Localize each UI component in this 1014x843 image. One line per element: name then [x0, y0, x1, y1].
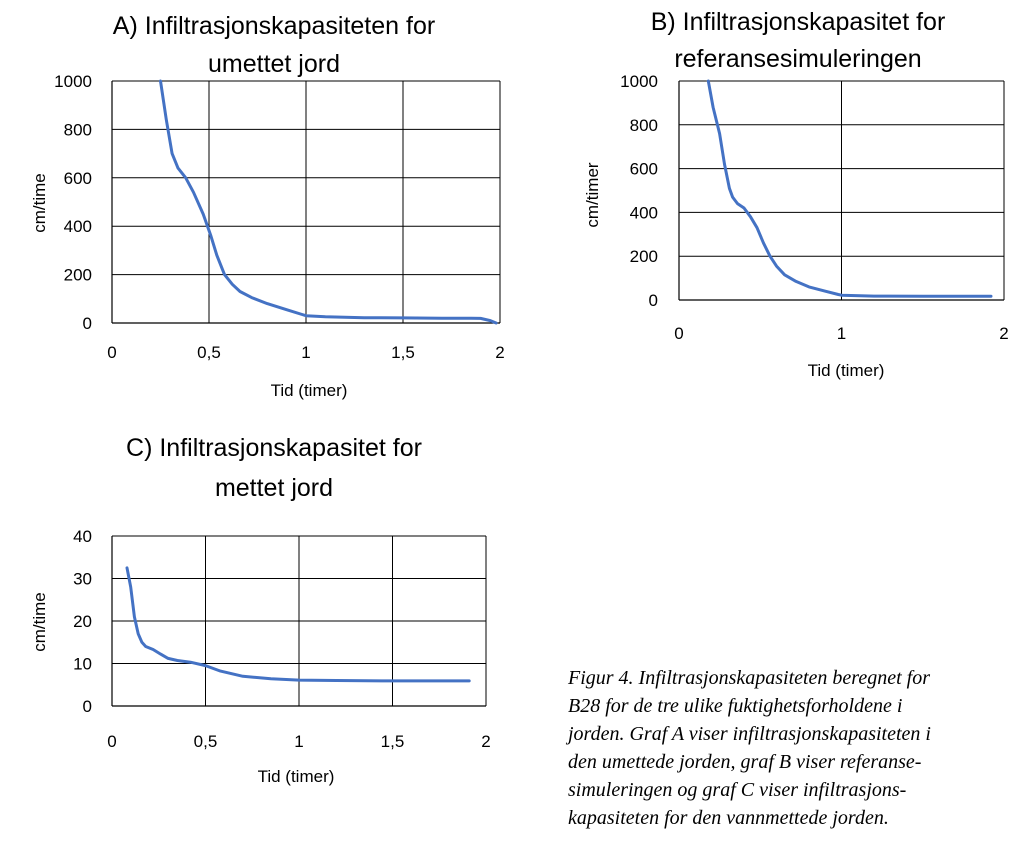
y-tick-label: 0: [649, 291, 658, 310]
series-line: [159, 79, 498, 325]
x-tick-label: 2: [495, 343, 504, 362]
y-tick-label: 400: [64, 217, 92, 236]
y-tick-label: 0: [83, 314, 92, 333]
y-tick-label: 200: [630, 247, 658, 266]
caption-line: jorden. Graf A viser infiltrasjonskapasi…: [568, 723, 931, 745]
chart-title: B) Infiltrasjonskapasitet for: [651, 8, 946, 36]
y-axis-label: cm/time: [30, 592, 49, 652]
y-tick-label: 200: [64, 266, 92, 285]
y-tick-label: 600: [64, 169, 92, 188]
chart-title: A) Infiltrasjonskapasiteten for: [113, 12, 435, 40]
x-tick-label: 1: [837, 324, 846, 343]
figure-caption: Figur 4. Infiltrasjonskapasiteten beregn…: [568, 664, 1014, 832]
chart-title: referansesimuleringen: [674, 45, 921, 73]
y-tick-label: 400: [630, 203, 658, 222]
x-axis-label: Tid (timer): [271, 381, 348, 400]
series-line: [706, 79, 993, 298]
x-tick-label: 1: [301, 343, 310, 362]
caption-line: B28 for de tre ulike fuktighetsforholden…: [568, 695, 903, 717]
caption-line: Figur 4. Infiltrasjonskapasiteten beregn…: [568, 667, 931, 689]
y-tick-label: 800: [630, 116, 658, 135]
x-tick-label: 2: [481, 732, 490, 751]
y-tick-label: 40: [73, 527, 92, 546]
chart-title: C) Infiltrasjonskapasitet for: [126, 434, 422, 462]
y-axis-label: cm/time: [30, 173, 49, 233]
series-line: [125, 566, 471, 683]
x-axis-label: Tid (timer): [808, 361, 885, 380]
x-tick-label: 0: [107, 732, 116, 751]
x-tick-label: 0,5: [194, 732, 218, 751]
y-tick-label: 1000: [620, 72, 658, 91]
y-tick-label: 800: [64, 120, 92, 139]
y-axis-label: cm/timer: [583, 162, 602, 228]
chart-title: mettet jord: [215, 474, 333, 502]
caption-line: kapasiteten for den vannmettede jorden.: [568, 807, 889, 829]
x-tick-label: 0,5: [197, 343, 221, 362]
x-tick-label: 0: [674, 324, 683, 343]
y-tick-label: 10: [73, 655, 92, 674]
x-tick-label: 1,5: [391, 343, 415, 362]
x-tick-label: 0: [107, 343, 116, 362]
y-tick-label: 30: [73, 570, 92, 589]
x-tick-label: 1,5: [381, 732, 405, 751]
y-tick-label: 20: [73, 612, 92, 631]
y-tick-label: 0: [83, 697, 92, 716]
chart-title: umettet jord: [208, 50, 340, 78]
x-tick-label: 1: [294, 732, 303, 751]
y-tick-label: 600: [630, 160, 658, 179]
x-axis-label: Tid (timer): [258, 767, 335, 786]
x-tick-label: 2: [999, 324, 1008, 343]
caption-line: simuleringen og graf C viser infiltrasjo…: [568, 779, 907, 801]
y-tick-label: 1000: [54, 72, 92, 91]
caption-line: den umettede jorden, graf B viser refera…: [568, 751, 922, 773]
